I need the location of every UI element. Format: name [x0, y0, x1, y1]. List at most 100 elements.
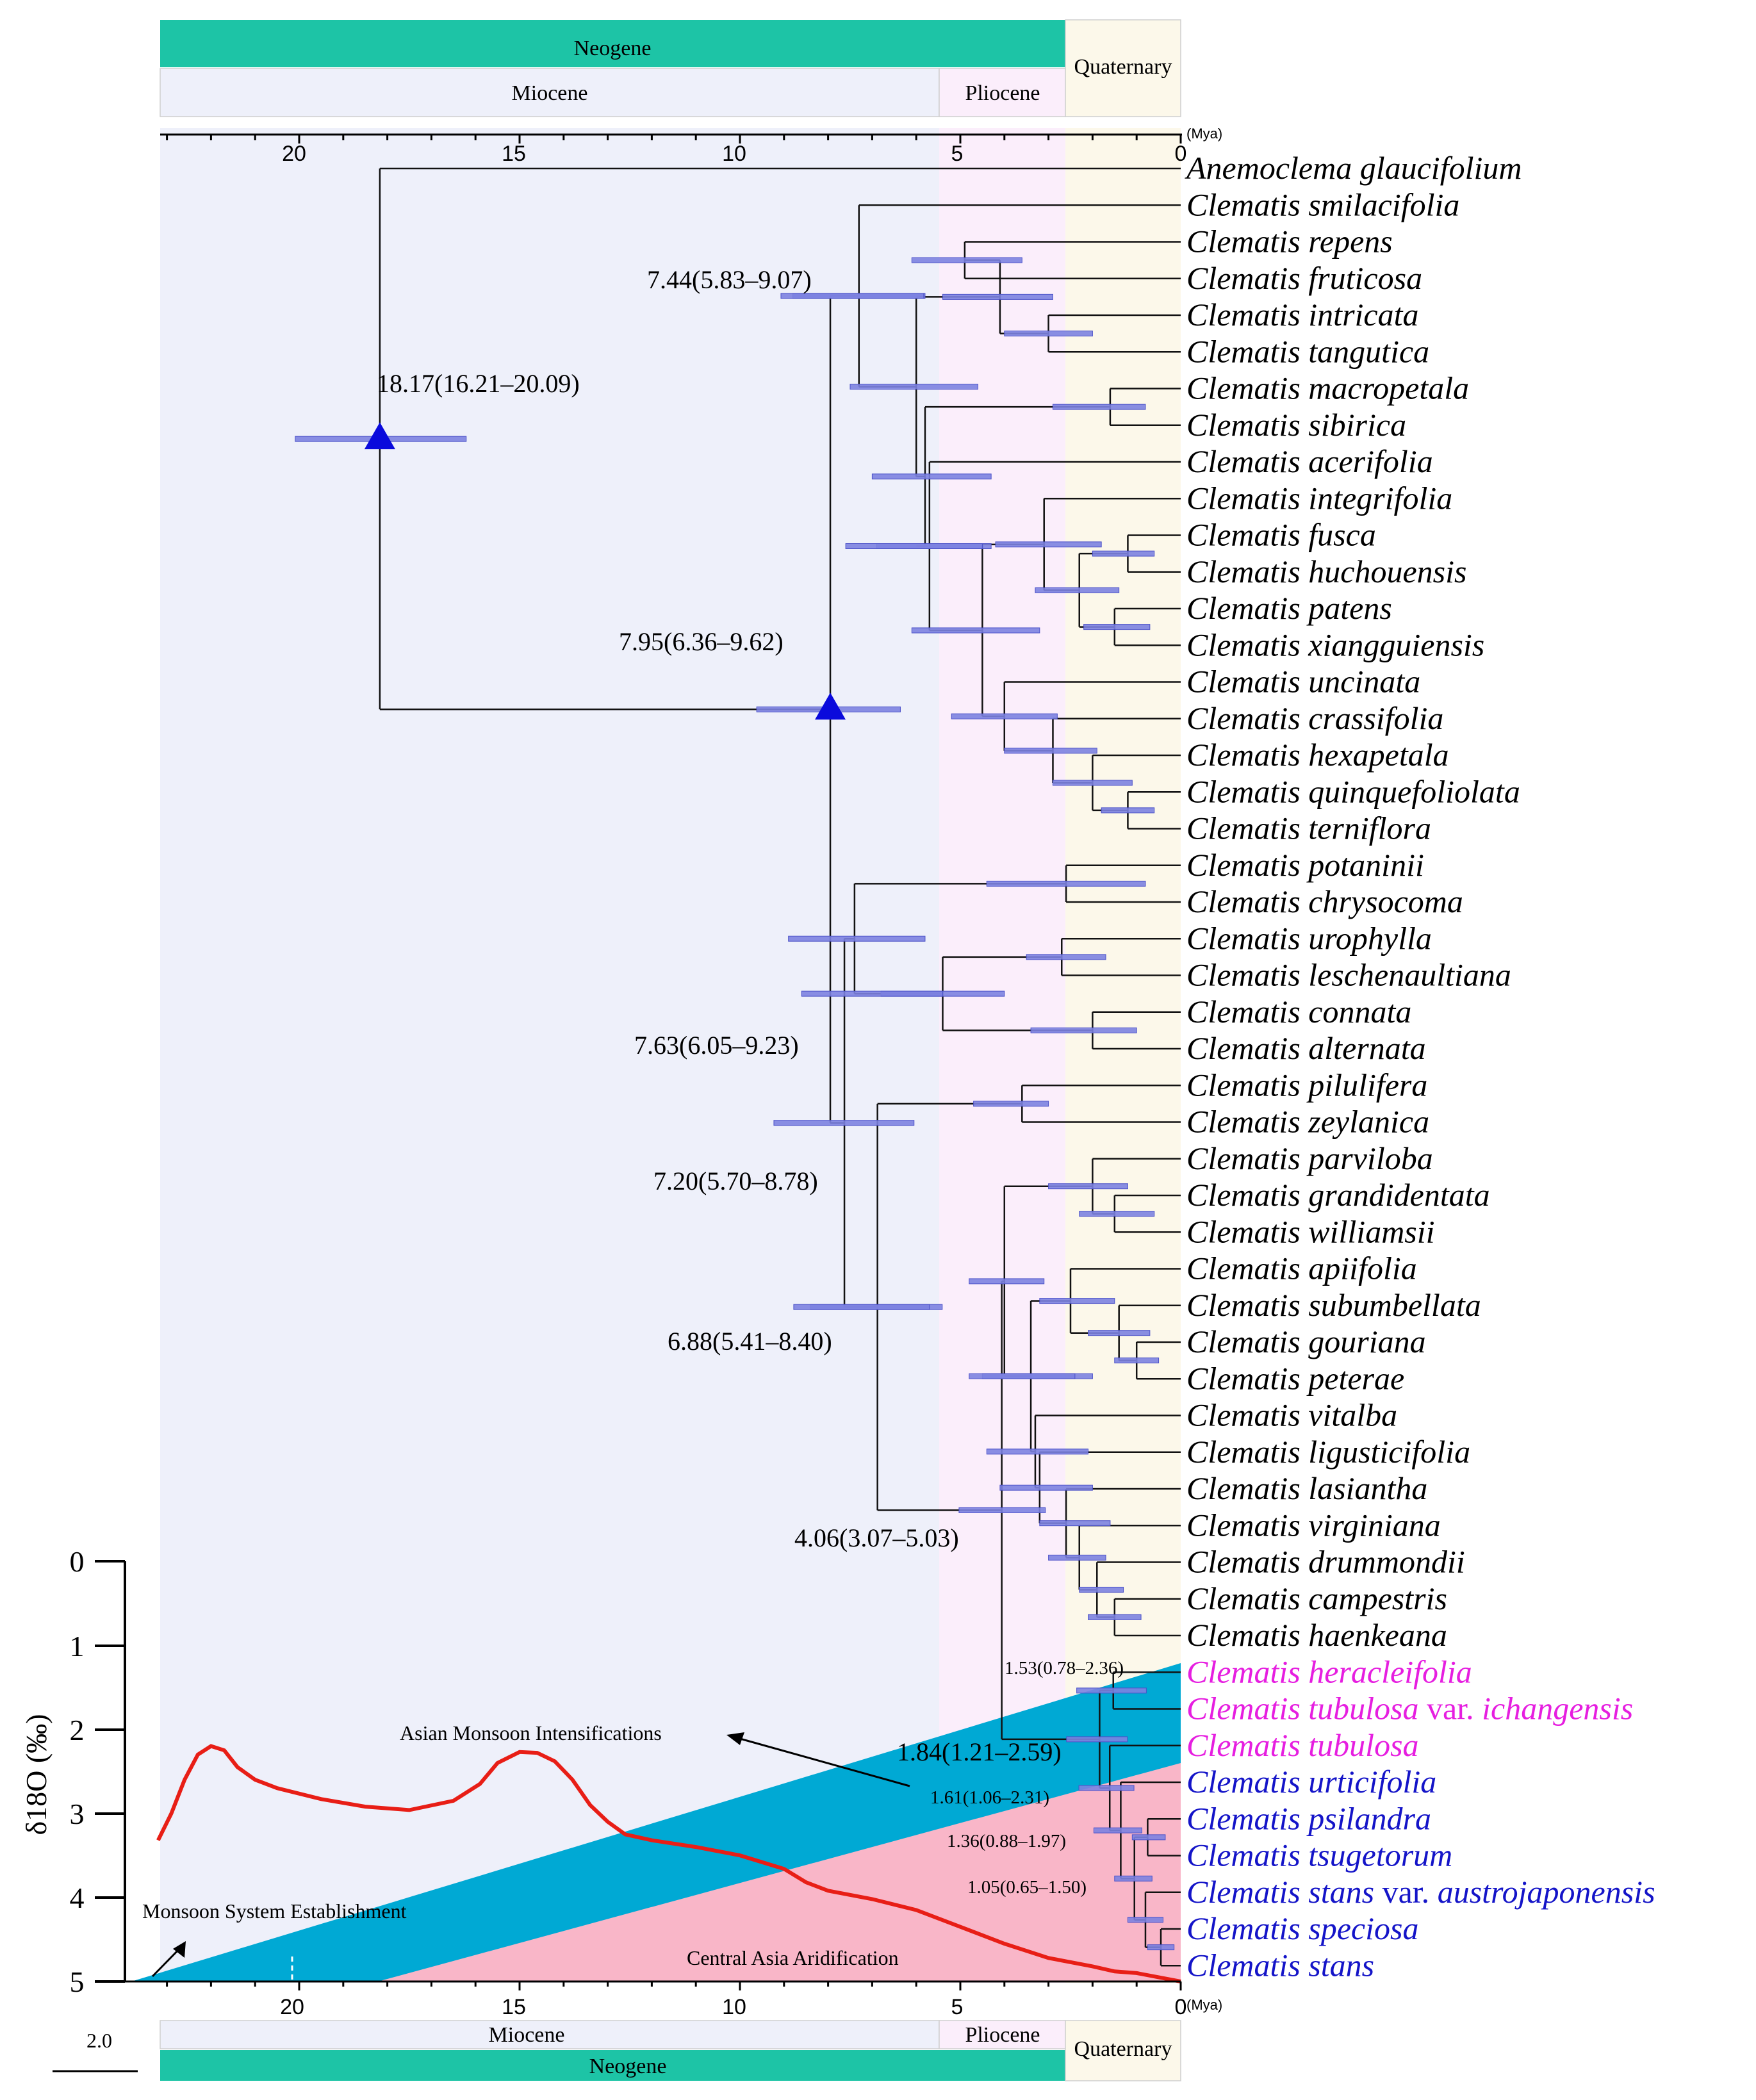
node-age-labels: 18.17(16.21–20.09) 7.95(6.36–9.62) 7.44(… — [377, 265, 1124, 1898]
aridification-area — [378, 1763, 1181, 1981]
hpd-bar — [1004, 331, 1093, 337]
hpd-bar — [1088, 1330, 1151, 1336]
miocene-label-bottom: Miocene — [489, 2023, 565, 2047]
hpd-bar — [871, 473, 992, 480]
taxon-label: Clematis urticifolia — [1186, 1764, 1436, 1800]
taxon-label: Clematis williamsii — [1186, 1213, 1435, 1249]
hpd-bar — [1079, 1586, 1124, 1593]
d18o-tick-label: 0 — [70, 1545, 85, 1578]
taxon-label: Clematis urophylla — [1186, 920, 1432, 956]
pliocene-band-bottom — [939, 2020, 1066, 2049]
d18o-tick-label: 4 — [70, 1882, 85, 1914]
bottom-timescale-header: Miocene Pliocene Neogene Quaternary — [160, 2020, 1181, 2081]
taxon-label: Clematis leschenaultiana — [1186, 957, 1511, 993]
taxon-label: Clematis quinquefoliolata — [1186, 773, 1520, 809]
hpd-bar — [1092, 550, 1155, 557]
neogene-label: Neogene — [574, 37, 652, 60]
taxon-label: Clematis chrysocoma — [1186, 883, 1463, 919]
taxon-label: Clematis subumbellata — [1186, 1287, 1481, 1323]
pliocene-band — [939, 68, 1066, 117]
taxon-label: Clematis tangutica — [1186, 333, 1429, 369]
taxon-label: Clematis apiifolia — [1186, 1251, 1417, 1286]
asian-monsoon-arrowhead — [726, 1732, 744, 1745]
hpd-bar — [986, 1448, 1089, 1455]
scale-bar: 2.0 — [53, 2029, 138, 2072]
hpd-bar — [1079, 1211, 1155, 1217]
pliocene-label: Pliocene — [965, 81, 1040, 105]
taxon-label: Clematis smilacifolia — [1186, 186, 1459, 222]
hpd-bar — [1114, 1358, 1160, 1364]
taxon-label: Clematis psilandra — [1186, 1800, 1431, 1836]
bottom-axis-tick-label: 20 — [280, 1995, 304, 2019]
top-axis-tick-label: 15 — [502, 142, 526, 166]
central-asia-label: Central Asia Aridification — [687, 1946, 899, 1969]
taxon-label: Clematis tsugetorum — [1186, 1837, 1452, 1873]
monsoon-establishment-arrowhead — [173, 1941, 186, 1958]
hpd-bar — [1114, 1875, 1153, 1882]
node-age-label: 7.44(5.83–9.07) — [647, 265, 812, 294]
hpd-bar — [1052, 780, 1133, 786]
hpd-bar — [1048, 1554, 1106, 1561]
top-axis-unit: (Mya) — [1186, 126, 1222, 142]
monsoon-establishment-arrow — [151, 1946, 182, 1978]
bottom-axis-unit: (Mya) — [1186, 1997, 1222, 2013]
calibration-node-marker — [364, 422, 395, 450]
taxon-label: Clematis grandidentata — [1186, 1177, 1490, 1213]
taxon-label: Clematis acerifolia — [1186, 443, 1433, 479]
taxon-label: Clematis alternata — [1186, 1030, 1426, 1066]
hpd-bar — [958, 1507, 1046, 1513]
taxon-label: Clematis hexapetala — [1186, 737, 1449, 773]
taxon-label: Clematis tubulosa — [1186, 1727, 1419, 1763]
d18o-tick-label: 1 — [70, 1630, 85, 1662]
d18o-tick-label: 5 — [70, 1965, 85, 1998]
hpd-bar — [1101, 807, 1155, 814]
d18o-tick-label: 2 — [70, 1714, 85, 1746]
taxon-label: Clematis fusca — [1186, 517, 1376, 553]
node-age-label: 7.63(6.05–9.23) — [634, 1031, 799, 1060]
taxon-label: Clematis peterae — [1186, 1360, 1404, 1396]
hpd-bar — [1004, 748, 1097, 754]
taxon-label: Clematis heracleifolia — [1186, 1653, 1472, 1689]
neogene-label-bottom: Neogene — [589, 2055, 667, 2078]
taxon-label: Clematis fruticosa — [1186, 260, 1422, 296]
hpd-bar — [1026, 954, 1106, 960]
hpd-bar — [788, 935, 926, 942]
hpd-bar — [1083, 624, 1151, 630]
taxon-label: Clematis repens — [1186, 224, 1393, 259]
taxon-label: Clematis speciosa — [1186, 1910, 1418, 1946]
bottom-axis-tick-label: 0 — [1175, 1995, 1187, 2019]
node-age-label: 7.20(5.70–8.78) — [653, 1167, 818, 1195]
top-axis-tick-label: 0 — [1175, 142, 1187, 166]
d18o-axis: 0 1 2 3 4 5 δ18O (‰) — [20, 1545, 126, 1998]
asian-monsoon-label: Asian Monsoon Intensifications — [400, 1721, 662, 1744]
node-age-label: 18.17(16.21–20.09) — [377, 369, 580, 398]
hpd-bar — [793, 1304, 930, 1310]
miocene-shading — [160, 128, 939, 1983]
node-age-label: 4.06(3.07–5.03) — [794, 1523, 959, 1552]
taxon-label: Clematis macropetala — [1186, 370, 1469, 406]
bottom-axis-tick-label: 15 — [502, 1995, 526, 2019]
quaternary-band-bottom — [1065, 2020, 1181, 2081]
neogene-band-bottom — [160, 2050, 1065, 2081]
taxon-label: Clematis patens — [1186, 590, 1392, 626]
taxon-label: Clematis tubulosa var. ichangensis — [1186, 1691, 1633, 1727]
top-axis-tick-label: 20 — [282, 142, 306, 166]
bottom-axis-tick-label: 10 — [722, 1995, 746, 2019]
taxon-label: Clematis huchouensis — [1186, 554, 1466, 589]
monsoon-establishment-label: Monsoon System Establishment — [142, 1899, 407, 1923]
miocene-band — [160, 68, 940, 117]
node-age-label: 1.84(1.21–2.59) — [897, 1737, 1062, 1766]
node-age-label: 7.95(6.36–9.62) — [619, 627, 784, 656]
quaternary-band — [1065, 19, 1181, 117]
taxon-label: Clematis stans var. austrojaponensis — [1186, 1874, 1655, 1910]
taxon-label: Clematis intricata — [1186, 297, 1419, 332]
bottom-time-axis: 20 15 10 5 0 (Mya) — [125, 1980, 1222, 2019]
taxon-label: Clematis campestris — [1186, 1580, 1447, 1616]
bottom-axis-tick-label: 5 — [951, 1995, 964, 2019]
hpd-bar — [969, 1373, 1076, 1379]
taxon-label: Clematis virginiana — [1186, 1507, 1441, 1543]
hpd-bar — [1066, 1736, 1128, 1743]
taxon-label: Clematis crassifolia — [1186, 700, 1443, 736]
